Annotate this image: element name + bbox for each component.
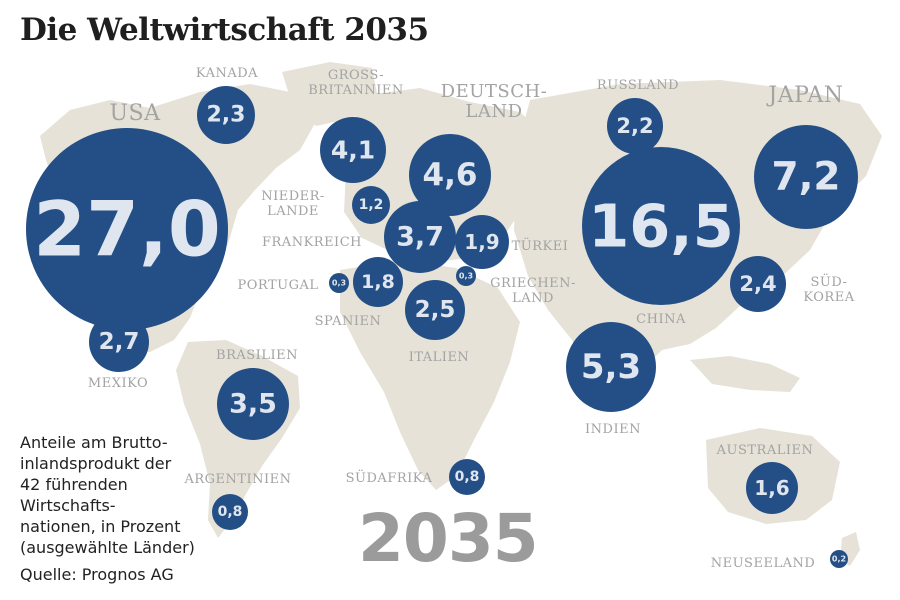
- country-label-brasilien: BRASILIEN: [216, 348, 298, 363]
- country-label-frankreich: FRANKREICH: [262, 235, 362, 250]
- bubble-china: [582, 147, 740, 305]
- bubble-italien: [405, 280, 465, 340]
- greenland-landmass: [282, 62, 378, 126]
- bubble-value-niederlande: 1,2: [359, 197, 384, 213]
- country-label-usa: USA: [110, 101, 162, 126]
- bubble-kanada: [197, 86, 255, 144]
- bubble-deutschland: [409, 134, 491, 216]
- bubble-suedafrika: [449, 459, 485, 495]
- bubble-value-frankreich: 3,7: [396, 222, 444, 253]
- bubble-frankreich: [384, 201, 456, 273]
- bubble-spanien: [353, 257, 403, 307]
- bubble-portugal: [329, 273, 349, 293]
- year-watermark: 2035: [358, 500, 539, 577]
- bubble-value-suedkorea: 2,4: [739, 272, 776, 296]
- map-title: Die Weltwirtschaft 2035: [20, 12, 429, 48]
- country-label-tuerkei: TÜRKEI: [512, 237, 569, 254]
- bubble-australien: [746, 462, 798, 514]
- bubble-argentinien: [212, 494, 248, 530]
- bubble-value-portugal: 0,3: [332, 279, 346, 288]
- bubble-value-suedafrika: 0,8: [455, 469, 480, 485]
- country-label-argentinien: ARGENTINIEN: [183, 472, 291, 487]
- country-label-china: CHINA: [636, 312, 686, 327]
- country-label-deutschland: DEUTSCH-LAND: [441, 81, 548, 122]
- bubble-tuerkei: [455, 215, 509, 269]
- bubble-griechenland: [456, 266, 476, 286]
- bubble-value-deutschland: 4,6: [423, 157, 478, 193]
- bubble-value-china: 16,5: [588, 192, 734, 261]
- country-label-australien: AUSTRALIEN: [716, 443, 814, 458]
- country-label-italien: ITALIEN: [409, 350, 470, 365]
- country-label-suedkorea: SÜD-KOREA: [803, 273, 854, 305]
- bubble-value-argentinien: 0,8: [218, 504, 243, 520]
- source-note: Quelle: Prognos AG: [20, 565, 174, 584]
- bubble-value-mexiko: 2,7: [99, 329, 140, 355]
- country-label-portugal: PORTUGAL: [238, 278, 319, 293]
- country-label-suedafrika: SÜDAFRIKA: [346, 469, 433, 486]
- bubble-usa: [26, 128, 228, 330]
- bubble-value-grossbritannien: 4,1: [331, 136, 375, 165]
- country-label-russland: RUSSLAND: [597, 78, 679, 93]
- country-label-neuseeland: NEUSEELAND: [711, 556, 816, 571]
- bubble-value-australien: 1,6: [754, 476, 789, 500]
- bubble-value-japan: 7,2: [771, 155, 840, 200]
- country-label-layer: USA KANADA MEXIKO BRASILIEN ARGENTINIEN GROSS…: [88, 66, 854, 571]
- bubble-russland: [607, 98, 663, 154]
- bubble-value-brasilien: 3,5: [229, 389, 277, 420]
- bubble-value-kanada: 2,3: [207, 103, 246, 128]
- bubble-grossbritannien: [320, 117, 386, 183]
- map-caption: Anteile am Brutto- inlandsprodukt der 42…: [20, 433, 195, 557]
- country-label-mexiko: MEXIKO: [88, 376, 148, 391]
- bubble-value-usa: 27,0: [33, 185, 221, 274]
- bubble-value-italien: 2,5: [415, 297, 456, 323]
- bubble-suedkorea: [730, 256, 786, 312]
- bubble-neuseeland: [830, 550, 848, 568]
- bubble-value-russland: 2,2: [616, 114, 653, 138]
- bubble-value-indien: 5,3: [581, 347, 641, 387]
- africa-landmass: [340, 260, 520, 490]
- country-label-kanada: KANADA: [196, 66, 258, 81]
- bubble-indien: [566, 322, 656, 412]
- southeast-asia-islands: [690, 356, 800, 392]
- bubble-layer: 27,0 2,3 2,7 3,5 0,8 4,1 1,2 3,7 0,3 1,8 4,6 1,9 0,3…: [26, 86, 858, 568]
- country-label-griechenland: GRIECHEN-LAND: [490, 276, 576, 306]
- bubble-brasilien: [217, 368, 289, 440]
- bubble-value-spanien: 1,8: [361, 271, 395, 293]
- bubble-value-griechenland: 0,3: [459, 272, 473, 281]
- country-label-spanien: SPANIEN: [315, 314, 382, 329]
- bubble-niederlande: [352, 186, 390, 224]
- country-label-grossbritannien: GROSS-BRITANNIEN: [308, 68, 404, 98]
- bubble-value-tuerkei: 1,9: [464, 230, 499, 254]
- country-label-japan: JAPAN: [766, 83, 843, 108]
- country-label-niederlande: NIEDER-LANDE: [261, 189, 325, 219]
- bubble-mexiko: [89, 312, 149, 372]
- bubble-value-neuseeland: 0,2: [832, 555, 846, 564]
- bubble-japan: [754, 125, 858, 229]
- country-label-indien: INDIEN: [585, 422, 641, 437]
